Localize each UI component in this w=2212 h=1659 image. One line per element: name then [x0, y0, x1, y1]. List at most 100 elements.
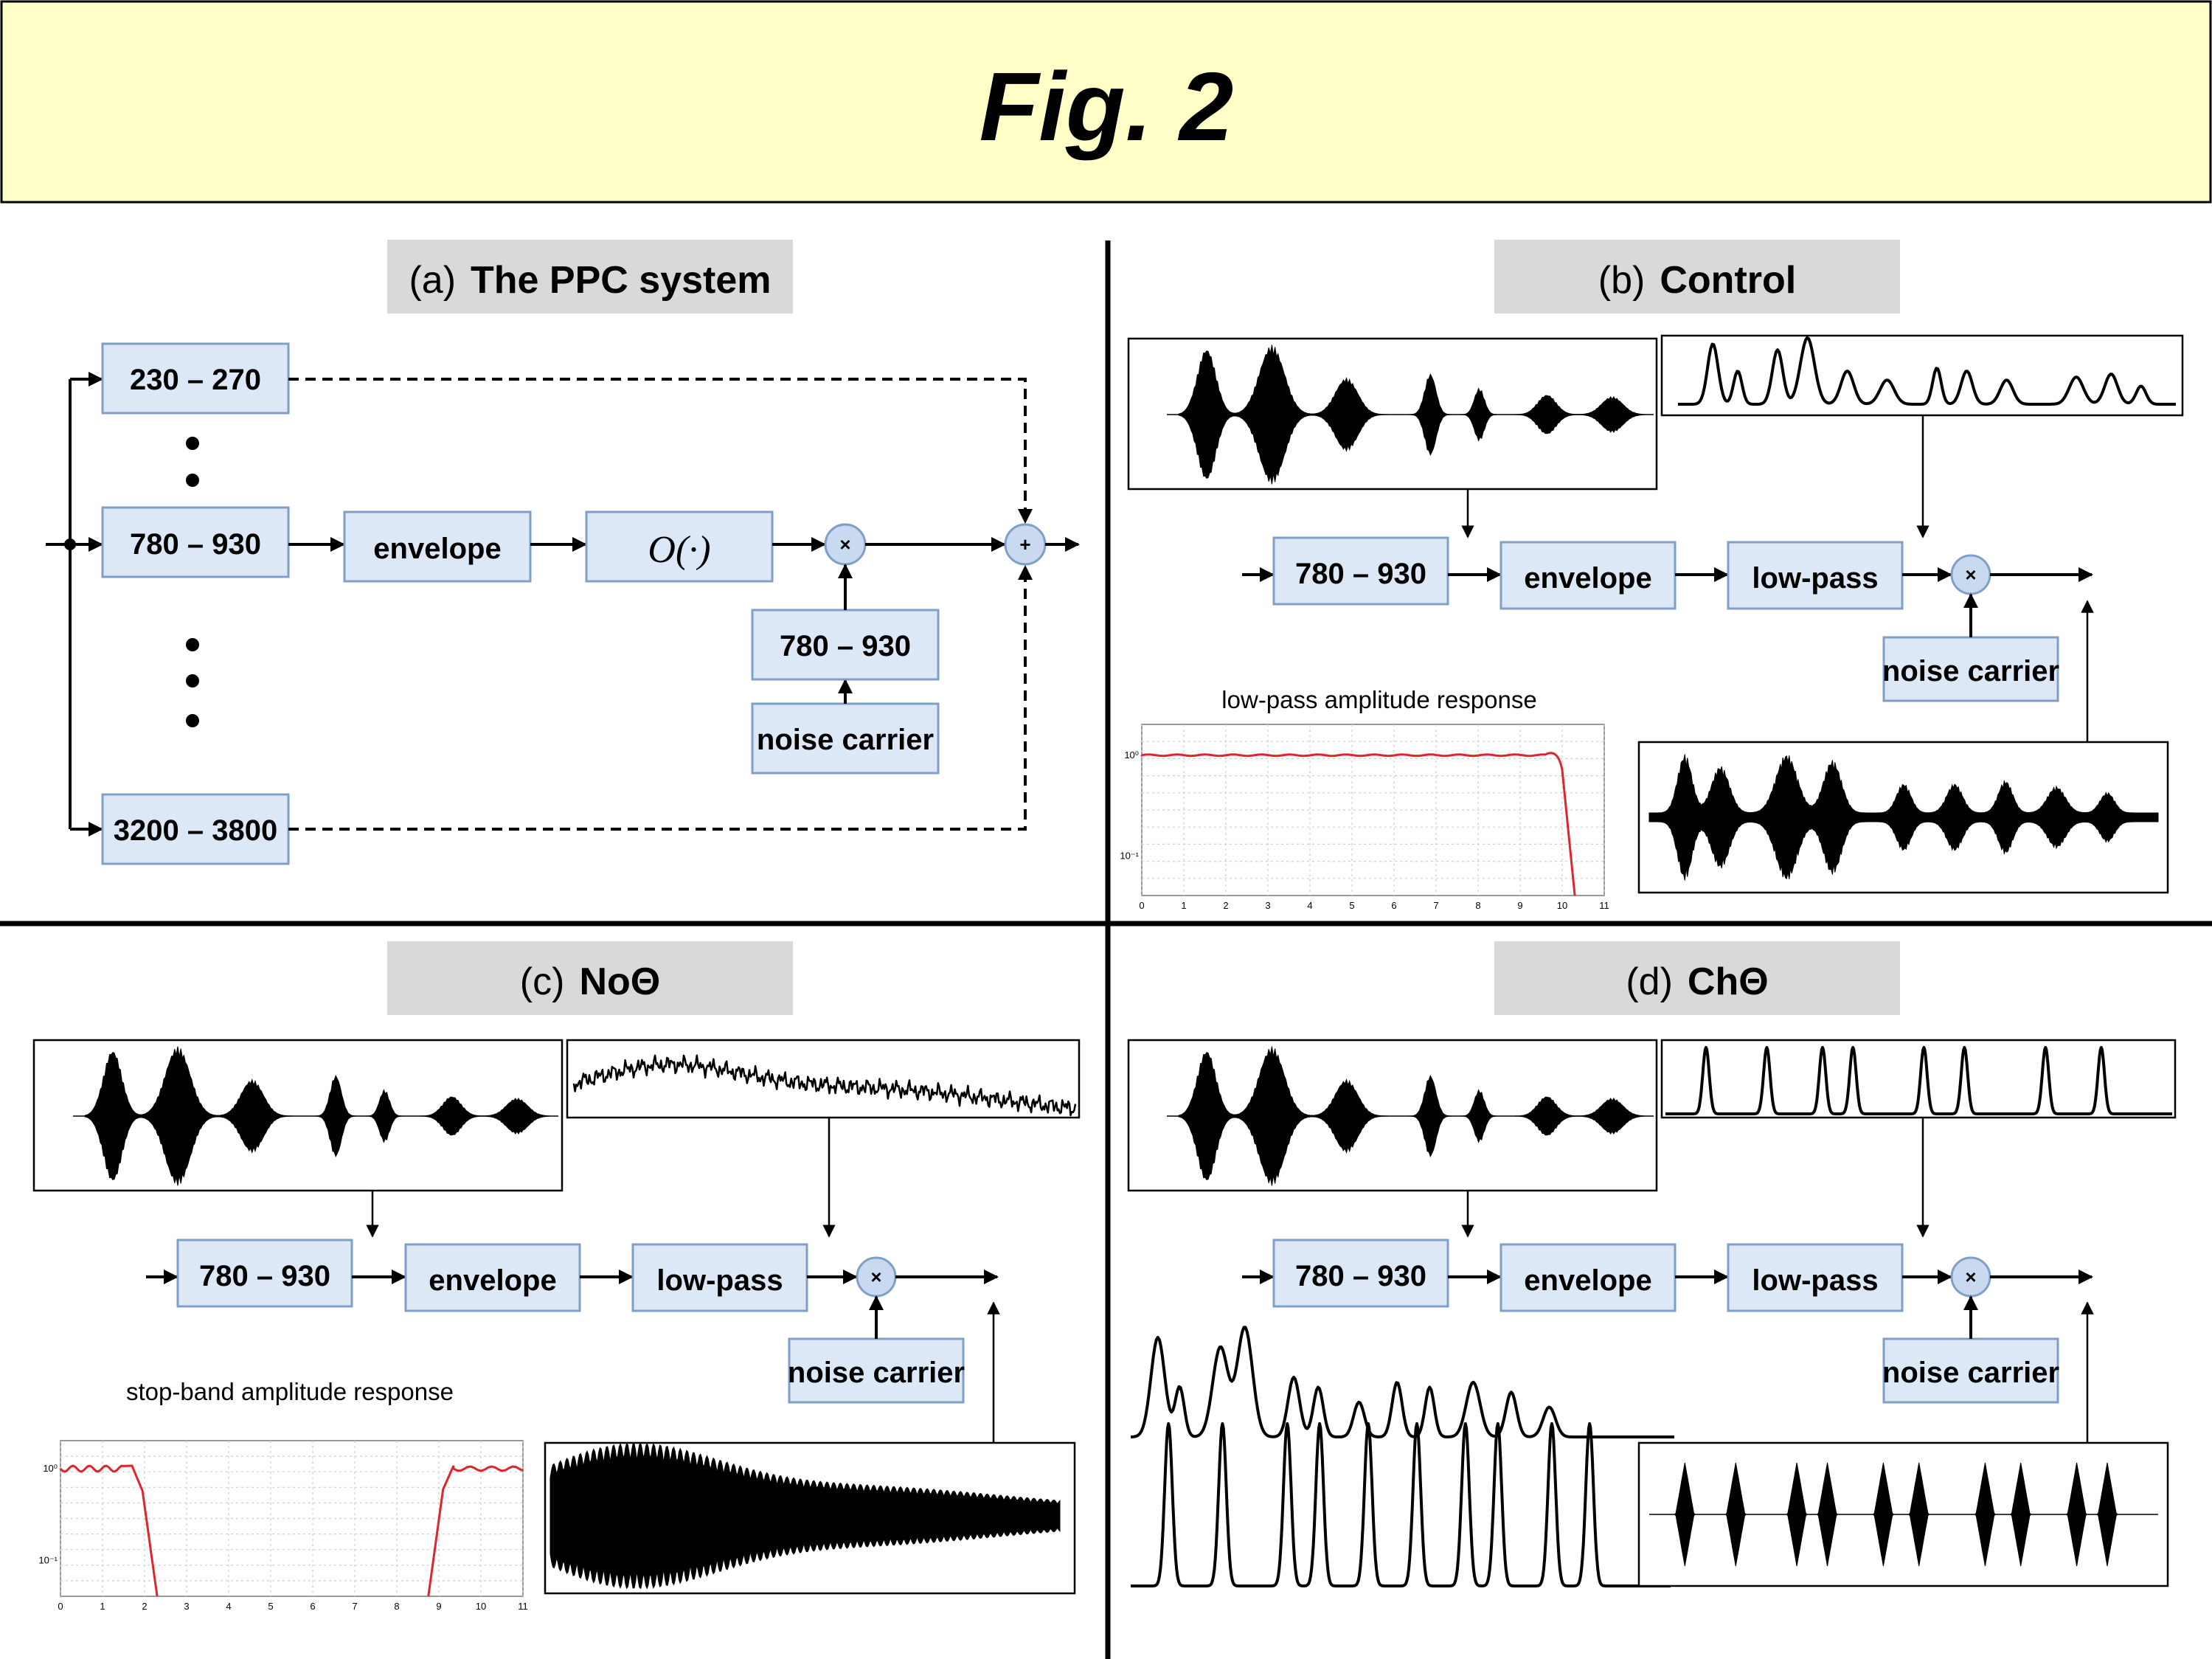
multiplier-symbol: × — [839, 533, 850, 555]
panel-b-envelope-label: envelope — [1524, 562, 1651, 595]
panel-d-envelope-overlay — [1131, 1326, 1674, 1438]
operator-box — [585, 510, 774, 583]
panel-d-output-waveform — [1649, 1462, 2158, 1567]
panel-c-band-label: 780 – 930 — [199, 1260, 330, 1292]
band-box-mid — [101, 506, 290, 578]
sum-symbol: + — [1019, 533, 1030, 555]
panel-b-multiplier-symbol: × — [1965, 564, 1976, 586]
plot-ytick-label: 10⁰ — [1124, 749, 1139, 761]
panel-c: (c) NoΘ 780 – 930 envelope low-pass × noi… — [32, 941, 1081, 1612]
plot-ytick-label: 10⁰ — [43, 1463, 58, 1474]
panel-c-lowpass-label: low-pass — [656, 1264, 783, 1297]
panel-b-speech-waveform — [1167, 344, 1654, 485]
waveform-shape — [84, 1046, 550, 1186]
panel-a-name: The PPC system — [471, 259, 772, 302]
panel-c-plot-title: stop-band amplitude response — [126, 1378, 454, 1405]
plot-xtick-label: 1 — [1181, 900, 1186, 911]
plot-xtick-label: 5 — [268, 1601, 273, 1612]
waveform-shape — [1178, 1046, 1646, 1186]
ellipsis-dots-upper — [186, 437, 199, 487]
panel-b-noise-box — [1882, 636, 2059, 702]
response-curve — [1140, 752, 1576, 896]
panel-b-output-waveform — [1648, 754, 2159, 881]
plot-ytick-label: 10⁻¹ — [1120, 851, 1139, 862]
panel-c-noise-label: noise carrier — [788, 1357, 965, 1389]
plot-xtick-label: 0 — [1139, 900, 1144, 911]
noise-carrier-label: noise carrier — [757, 724, 934, 756]
panel-b-band-box — [1272, 536, 1449, 606]
noise-carrier-box — [751, 702, 940, 775]
panel-d-label: (d) — [1626, 960, 1673, 1003]
panel-d: (d) ChΘ 780 – 930 envelope low-pass × noi… — [1127, 941, 2177, 1587]
panel-b-lowpass-label: low-pass — [1752, 562, 1878, 595]
panel-c-band-box — [176, 1239, 353, 1308]
plot-xtick-label: 11 — [1599, 900, 1609, 911]
plot-xtick-label: 6 — [1391, 900, 1396, 911]
panel-b-plot-title: low-pass amplitude response — [1221, 686, 1536, 713]
plot-xtick-label: 5 — [1349, 900, 1354, 911]
panel-b-band-label: 780 – 930 — [1295, 558, 1426, 590]
panel-a-header — [387, 240, 793, 314]
plot-xtick-label: 1 — [100, 1601, 105, 1612]
panel-d-pulse-overlay — [1130, 1422, 1671, 1587]
panel-a-header-text: (a) The PPC system — [409, 259, 771, 302]
plot-xtick-label: 11 — [518, 1601, 528, 1612]
panel-c-multiplier-symbol: × — [870, 1266, 881, 1288]
panel-c-noise-box — [788, 1337, 965, 1404]
panel-d-band-box — [1272, 1239, 1449, 1308]
panel-b-noise-label: noise carrier — [1882, 655, 2059, 688]
panel-d-header-text: (d) ChΘ — [1626, 960, 1768, 1003]
panel-b-label: (b) — [1598, 259, 1646, 302]
plot-xtick-label: 7 — [352, 1601, 357, 1612]
panel-c-envelope-trace — [572, 1054, 1077, 1117]
plot-xtick-label: 4 — [1307, 900, 1312, 911]
plot-xtick-label: 3 — [184, 1601, 189, 1612]
plot-xtick-label: 2 — [1223, 900, 1228, 911]
carrier-band-label: 780 – 930 — [780, 630, 911, 662]
ellipsis-dots-lower — [186, 638, 199, 727]
panel-d-speech-waveform — [1167, 1046, 1654, 1186]
plot-xtick-label: 8 — [1475, 900, 1480, 911]
panel-d-name: ChΘ — [1688, 960, 1769, 1003]
figure-title: Fig. 2 — [980, 52, 1234, 161]
output-burst-b — [1648, 754, 2159, 881]
plot-xtick-label: 9 — [436, 1601, 441, 1612]
operator-box-label: O(·) — [648, 529, 710, 571]
plot-area — [1141, 724, 1605, 896]
output-burst-d — [1649, 1462, 2158, 1567]
output-burst-c — [549, 1442, 1061, 1590]
band-box-bottom — [101, 793, 290, 865]
panel-b-name: Control — [1660, 259, 1796, 302]
plot-xtick-label: 6 — [310, 1601, 315, 1612]
panel-a: (a) The PPC system 230 – 270 780 – 930 32… — [46, 240, 1080, 865]
envelope-box-label: envelope — [373, 533, 501, 565]
panel-b-envelope-box — [1499, 541, 1677, 610]
panel-d-lowpass-label: low-pass — [1752, 1264, 1878, 1297]
waveform-shape — [1178, 344, 1646, 485]
response-curve — [59, 1464, 159, 1597]
plot-xtick-label: 3 — [1265, 900, 1270, 911]
panel-c-output-waveform — [549, 1442, 1061, 1590]
plot-xtick-label: 4 — [226, 1601, 231, 1612]
panel-d-noise-label: noise carrier — [1882, 1357, 2059, 1389]
panel-a-label: (a) — [409, 259, 456, 302]
panel-c-header — [387, 941, 793, 1015]
band-box-top-label: 230 – 270 — [130, 364, 261, 396]
band-box-top — [101, 342, 290, 415]
carrier-band-box — [751, 609, 940, 681]
response-curve-upper — [427, 1465, 524, 1597]
plot-xtick-label: 10 — [1557, 900, 1567, 911]
plot-xtick-label: 0 — [58, 1601, 63, 1612]
panel-c-envelope-label: envelope — [429, 1264, 556, 1297]
panel-c-envelope-frame — [566, 1039, 1081, 1119]
panel-c-header-text: (c) NoΘ — [520, 960, 660, 1003]
plot-ytick-label: 10⁻¹ — [38, 1554, 58, 1565]
panel-d-header — [1494, 941, 1900, 1015]
panel-d-envelope-box — [1499, 1243, 1677, 1312]
dashed-path-bottom — [288, 565, 1033, 831]
band-box-mid-label: 780 – 930 — [130, 528, 261, 561]
dashed-path-top — [288, 378, 1033, 524]
title-banner — [0, 0, 2212, 204]
plot-xtick-label: 2 — [142, 1601, 147, 1612]
